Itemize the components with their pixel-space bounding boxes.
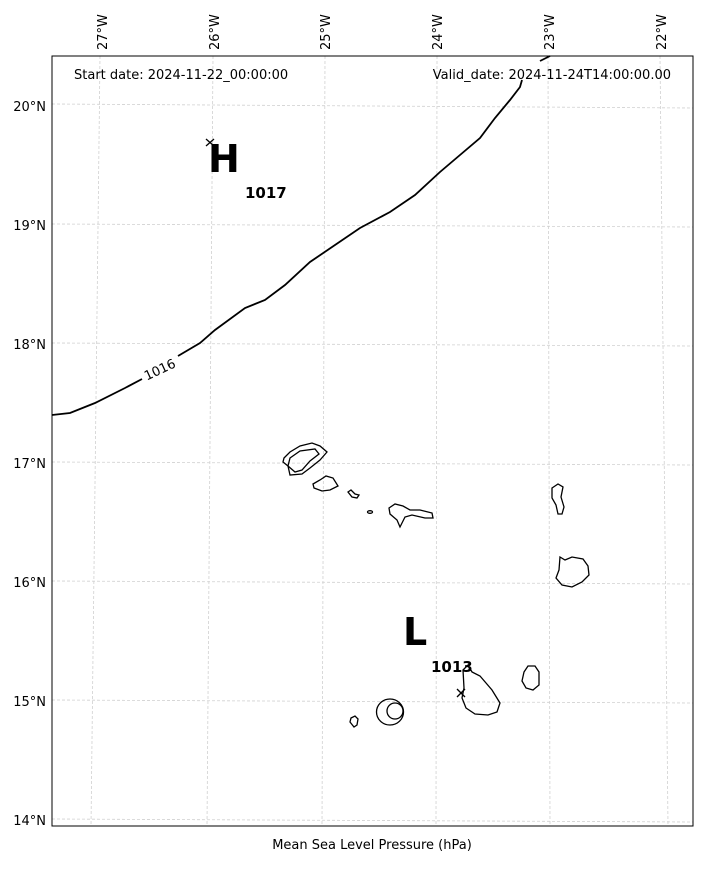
island-santiago bbox=[461, 663, 501, 716]
island-santo-antao-inner bbox=[287, 448, 320, 473]
island-boa-vista bbox=[555, 555, 590, 588]
valid-date: Valid_date: 2024-11-24T14:00:00.00 bbox=[433, 68, 671, 83]
lon-tick: 26°W bbox=[208, 14, 223, 50]
map-frame bbox=[51, 55, 694, 827]
high-letter: H bbox=[208, 137, 240, 181]
island-sao-vicente bbox=[312, 475, 339, 492]
lon-tick: 22°W bbox=[655, 14, 670, 50]
lat-tick: 20°N bbox=[13, 100, 46, 115]
island-sao-nicolau bbox=[388, 503, 434, 529]
graticule bbox=[51, 55, 694, 827]
lat-tick: 17°N bbox=[13, 457, 46, 472]
lon-tick: 25°W bbox=[319, 14, 334, 50]
low-marker-icon bbox=[456, 688, 466, 698]
low-value: 1013 bbox=[431, 658, 473, 676]
island-fogo-inner bbox=[386, 702, 404, 720]
low-letter: L bbox=[403, 610, 427, 654]
x-axis-label: Mean Sea Level Pressure (hPa) bbox=[272, 838, 472, 853]
island-fogo bbox=[375, 698, 405, 726]
isobar-1016 bbox=[51, 79, 523, 416]
island-sal bbox=[551, 483, 565, 515]
isobar-label-1016: 1016 bbox=[142, 357, 178, 385]
lat-tick-labels: 20°N 19°N 18°N 17°N 16°N 15°N 14°N bbox=[13, 100, 46, 829]
lat-tick: 15°N bbox=[13, 695, 46, 710]
island-brava bbox=[349, 715, 359, 728]
lat-tick: 14°N bbox=[13, 814, 46, 829]
coastlines bbox=[282, 442, 590, 728]
lon-tick: 27°W bbox=[96, 14, 111, 50]
lon-tick-labels: 27°W 26°W 25°W 24°W 23°W 22°W bbox=[96, 14, 670, 50]
lon-tick: 23°W bbox=[543, 14, 558, 50]
lat-tick: 18°N bbox=[13, 338, 46, 353]
high-value: 1017 bbox=[245, 184, 287, 202]
lat-tick: 16°N bbox=[13, 576, 46, 591]
lat-tick: 19°N bbox=[13, 219, 46, 234]
lon-tick: 24°W bbox=[431, 14, 446, 50]
island-maio bbox=[521, 665, 540, 691]
islet bbox=[366, 510, 374, 514]
high-marker-icon bbox=[205, 138, 215, 147]
island-santa-luzia bbox=[347, 489, 361, 499]
start-date: Start date: 2024-11-22_00:00:00 bbox=[74, 68, 288, 83]
isobar-1016-segment bbox=[539, 55, 551, 62]
